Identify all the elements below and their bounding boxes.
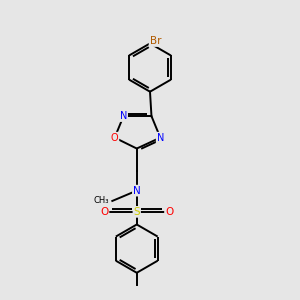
Text: CH₃: CH₃ [93, 196, 109, 206]
Text: N: N [120, 111, 127, 121]
Text: O: O [165, 207, 173, 217]
Text: N: N [133, 186, 141, 196]
Text: O: O [111, 133, 118, 142]
Text: O: O [100, 207, 109, 217]
Text: Br: Br [149, 36, 161, 46]
Text: S: S [134, 207, 140, 217]
Text: N: N [157, 133, 164, 142]
